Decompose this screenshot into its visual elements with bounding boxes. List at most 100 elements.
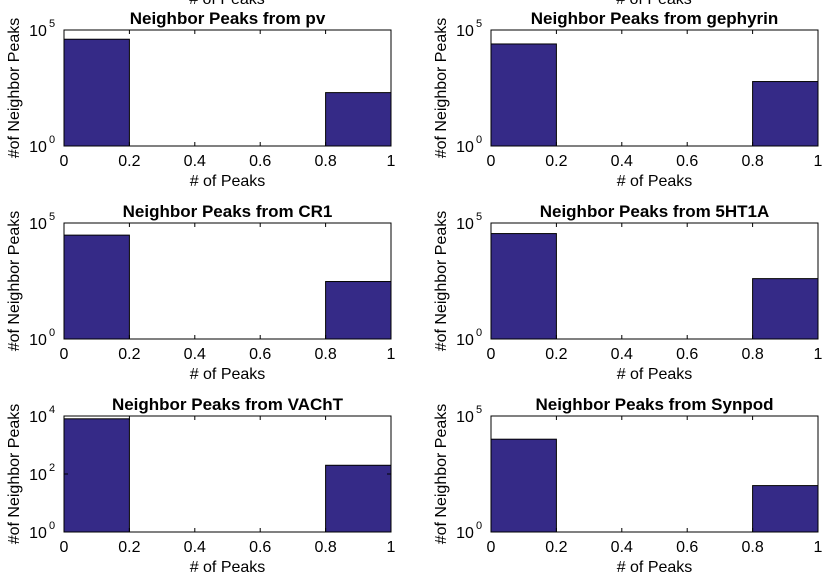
- y-tick-exponent: 0: [49, 327, 55, 339]
- y-tick-base: 10: [29, 23, 47, 40]
- y-tick-exponent: 0: [476, 134, 482, 146]
- x-tick-label: 0.8: [314, 153, 336, 170]
- clipped-top-label-left: # of Peaks: [189, 0, 265, 8]
- x-tick-label: 1: [387, 153, 396, 170]
- x-tick-label: 0.6: [676, 346, 698, 363]
- x-tick-label: 0: [60, 346, 69, 363]
- y-tick-exponent: 2: [49, 462, 55, 474]
- subplot-title: Neighbor Peaks from 5HT1A: [540, 202, 770, 221]
- y-tick-label: 10 2: [29, 462, 55, 484]
- histogram-bar: [752, 81, 819, 147]
- y-tick-exponent: 5: [476, 18, 482, 30]
- y-tick-label: 10 5: [29, 18, 55, 40]
- x-tick-label: 0.6: [676, 539, 698, 556]
- x-axis-label: # of Peaks: [617, 366, 693, 383]
- y-tick-exponent: 0: [49, 134, 55, 146]
- subplot-2: Neighbor Peaks from gephyrin 0 0.2 0.4 0.6 0.…: [433, 9, 823, 190]
- y-tick-base: 10: [456, 139, 474, 156]
- x-tick-label: 0: [487, 539, 496, 556]
- x-tick-label: 0: [60, 539, 69, 556]
- subplot-title: Neighbor Peaks from CR1: [123, 202, 333, 221]
- axes-frame: [490, 222, 819, 340]
- y-tick-exponent: 0: [476, 520, 482, 532]
- subplot-title: Neighbor Peaks from pv: [130, 9, 326, 28]
- y-tick-label: 10 0: [29, 134, 55, 156]
- y-tick-base: 10: [29, 467, 47, 484]
- x-tick-label: 0.4: [611, 346, 633, 363]
- y-tick-exponent: 5: [476, 404, 482, 416]
- subplot-title: Neighbor Peaks from Synpod: [535, 395, 773, 414]
- x-tick-label: 0.2: [118, 153, 140, 170]
- subplot-5: Neighbor Peaks from VAChT 0 0.2 0.4 0.6 0.8 1 1…: [6, 395, 396, 576]
- x-tick-label: 0.8: [314, 346, 336, 363]
- y-tick-exponent: 5: [49, 211, 55, 223]
- y-tick-label: 10 5: [456, 211, 482, 233]
- subplot-title: Neighbor Peaks from gephyrin: [531, 9, 779, 28]
- y-tick-exponent: 4: [49, 404, 55, 416]
- y-axis-label: #of Neighbor Peaks: [6, 211, 23, 352]
- axes-frame: [490, 415, 819, 533]
- y-tick-label: 10 4: [29, 404, 55, 426]
- y-tick-label: 10 5: [456, 404, 482, 426]
- subplot-6: Neighbor Peaks from Synpod 0 0.2 0.4 0.6 0.8 1…: [433, 395, 823, 576]
- y-tick-base: 10: [456, 409, 474, 426]
- x-tick-label: 0: [60, 153, 69, 170]
- x-axis-label: # of Peaks: [190, 559, 266, 576]
- x-tick-label: 0.2: [545, 153, 567, 170]
- y-tick-exponent: 5: [49, 18, 55, 30]
- y-axis-label: #of Neighbor Peaks: [6, 404, 23, 545]
- y-tick-base: 10: [29, 216, 47, 233]
- axes-frame: [490, 29, 819, 147]
- x-tick-label: 0.4: [611, 539, 633, 556]
- x-tick-label: 0.4: [184, 346, 206, 363]
- x-tick-label: 1: [387, 346, 396, 363]
- x-tick-label: 0.6: [249, 153, 271, 170]
- x-tick-label: 0.4: [184, 153, 206, 170]
- subplot-4: Neighbor Peaks from 5HT1A 0 0.2 0.4 0.6 0.8 1 1…: [433, 202, 823, 383]
- y-axis-label: #of Neighbor Peaks: [433, 211, 450, 352]
- histogram-bar: [752, 485, 819, 533]
- axes-frame: [63, 29, 392, 147]
- x-axis-label: # of Peaks: [190, 173, 266, 190]
- y-tick-base: 10: [456, 216, 474, 233]
- x-tick-label: 0.8: [314, 539, 336, 556]
- x-tick-label: 0.8: [741, 153, 763, 170]
- x-tick-label: 0.8: [741, 539, 763, 556]
- histogram-bar: [752, 278, 819, 340]
- y-axis-label: #of Neighbor Peaks: [6, 18, 23, 159]
- y-tick-exponent: 0: [476, 327, 482, 339]
- histogram-bar: [63, 234, 130, 340]
- clipped-top-label-right: # of Peaks: [616, 0, 692, 8]
- y-tick-label: 10 5: [29, 211, 55, 233]
- histogram-bar: [63, 38, 130, 147]
- histogram-bar: [325, 464, 392, 533]
- y-tick-exponent: 5: [476, 211, 482, 223]
- histogram-bar: [325, 281, 392, 340]
- y-tick-exponent: 0: [49, 520, 55, 532]
- y-tick-base: 10: [29, 409, 47, 426]
- x-tick-label: 1: [387, 539, 396, 556]
- x-tick-label: 0.2: [118, 539, 140, 556]
- x-axis-label: # of Peaks: [617, 173, 693, 190]
- y-tick-label: 10 0: [29, 520, 55, 542]
- histogram-bar: [490, 233, 557, 340]
- subplot-title: Neighbor Peaks from VAChT: [112, 395, 344, 414]
- x-tick-label: 1: [814, 346, 823, 363]
- y-tick-label: 10 0: [29, 327, 55, 349]
- x-tick-label: 0.4: [184, 539, 206, 556]
- x-tick-label: 0.2: [118, 346, 140, 363]
- y-tick-base: 10: [456, 332, 474, 349]
- histogram-bar: [325, 92, 392, 147]
- y-axis-label: #of Neighbor Peaks: [433, 18, 450, 159]
- x-tick-label: 1: [814, 539, 823, 556]
- x-tick-label: 0.2: [545, 346, 567, 363]
- x-tick-label: 0.8: [741, 346, 763, 363]
- y-tick-label: 10 0: [456, 134, 482, 156]
- y-tick-label: 10 0: [456, 327, 482, 349]
- x-tick-label: 0.6: [249, 539, 271, 556]
- histogram-bar: [490, 43, 557, 147]
- y-axis-label: #of Neighbor Peaks: [433, 404, 450, 545]
- x-tick-label: 0.4: [611, 153, 633, 170]
- subplot-1: Neighbor Peaks from pv0 0.2 0.4 0.6 0.8 110 01…: [6, 9, 396, 190]
